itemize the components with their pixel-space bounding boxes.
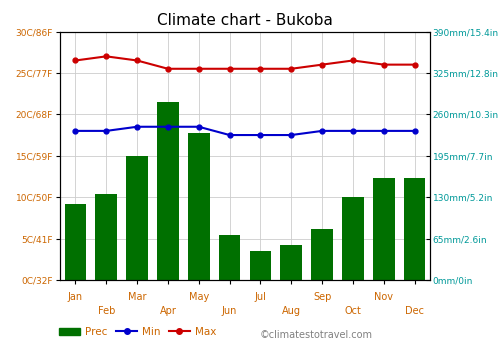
- Text: Sep: Sep: [313, 293, 332, 302]
- Bar: [126, 156, 148, 280]
- Text: Jan: Jan: [68, 293, 83, 302]
- Legend: Prec, Min, Max: Prec, Min, Max: [55, 323, 220, 341]
- Text: Mar: Mar: [128, 293, 146, 302]
- Text: Nov: Nov: [374, 293, 393, 302]
- Text: Dec: Dec: [405, 306, 424, 316]
- Text: ©climatestotravel.com: ©climatestotravel.com: [260, 329, 373, 340]
- Bar: [188, 133, 210, 280]
- Bar: [373, 178, 394, 280]
- Text: Jul: Jul: [254, 293, 266, 302]
- Bar: [64, 204, 86, 280]
- Bar: [250, 251, 271, 280]
- Text: Feb: Feb: [98, 306, 115, 316]
- Bar: [280, 245, 302, 280]
- Bar: [157, 102, 178, 280]
- Bar: [312, 229, 333, 280]
- Bar: [219, 236, 240, 280]
- Bar: [342, 197, 363, 280]
- Title: Climate chart - Bukoba: Climate chart - Bukoba: [157, 13, 333, 28]
- Text: Oct: Oct: [344, 306, 362, 316]
- Text: Jun: Jun: [222, 306, 238, 316]
- Text: Aug: Aug: [282, 306, 301, 316]
- Bar: [404, 178, 425, 280]
- Bar: [96, 194, 117, 280]
- Text: May: May: [188, 293, 209, 302]
- Text: Apr: Apr: [160, 306, 176, 316]
